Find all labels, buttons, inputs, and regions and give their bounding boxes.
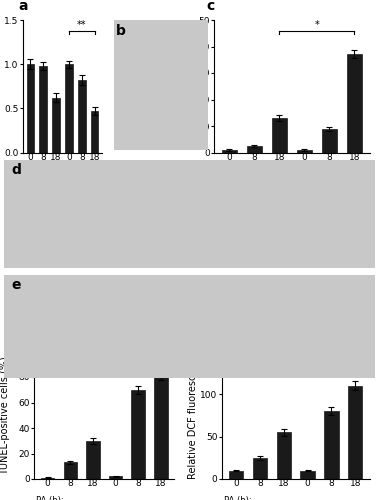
- Bar: [52, 98, 60, 152]
- Text: c: c: [206, 0, 215, 14]
- Bar: [324, 411, 338, 479]
- Bar: [78, 80, 86, 152]
- Text: Ulk1 WT: Ulk1 WT: [25, 196, 62, 205]
- Text: ulk1 KO: ulk1 KO: [312, 196, 347, 205]
- Bar: [41, 478, 55, 479]
- Text: *: *: [315, 20, 319, 30]
- Text: PA (h):: PA (h):: [36, 496, 64, 500]
- Bar: [65, 64, 73, 152]
- Text: *: *: [293, 356, 298, 366]
- Bar: [301, 470, 315, 479]
- Bar: [347, 54, 362, 152]
- Bar: [247, 146, 262, 152]
- Bar: [322, 128, 337, 152]
- Bar: [229, 470, 243, 479]
- Text: a: a: [19, 0, 28, 14]
- Bar: [86, 441, 100, 479]
- Bar: [272, 118, 287, 152]
- Text: f: f: [27, 331, 33, 345]
- Text: PA (h):: PA (h):: [24, 170, 52, 178]
- Text: PA (h):: PA (h):: [217, 170, 244, 178]
- Text: e: e: [11, 278, 21, 292]
- Bar: [132, 390, 145, 479]
- Y-axis label: Cell viability (RLU): Cell viability (RLU): [0, 42, 2, 131]
- Text: **: **: [315, 346, 324, 356]
- Text: ulk1 KO: ulk1 KO: [64, 196, 99, 205]
- Bar: [39, 66, 47, 152]
- Bar: [64, 462, 77, 479]
- Y-axis label: Relative DCF fluorescence: Relative DCF fluorescence: [188, 351, 197, 479]
- Bar: [277, 432, 291, 479]
- Bar: [91, 111, 99, 152]
- Text: b: b: [116, 24, 125, 38]
- Text: Ulk1 WT: Ulk1 WT: [235, 196, 273, 205]
- Bar: [297, 150, 312, 152]
- Bar: [109, 476, 122, 479]
- Bar: [348, 386, 362, 479]
- Y-axis label: CASP3 activity: CASP3 activity: [186, 51, 196, 122]
- Bar: [154, 377, 168, 479]
- Y-axis label: TUNEL-positive cells (%): TUNEL-positive cells (%): [0, 356, 10, 474]
- Text: **: **: [77, 20, 86, 30]
- Text: d: d: [11, 163, 21, 177]
- Bar: [27, 64, 34, 152]
- Text: **: **: [122, 346, 132, 356]
- Text: g: g: [214, 331, 224, 345]
- Text: PA (h):: PA (h):: [224, 496, 252, 500]
- Bar: [222, 150, 237, 152]
- Bar: [253, 458, 267, 479]
- Text: *: *: [102, 356, 106, 366]
